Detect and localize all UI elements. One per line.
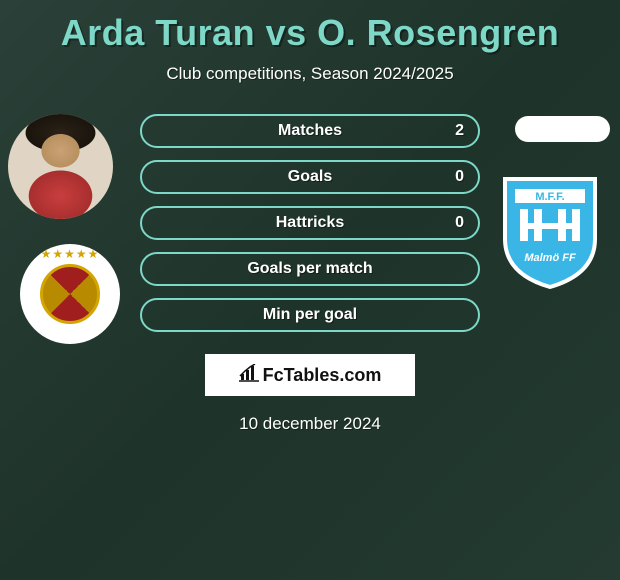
galatasaray-crest-icon: ★★★★★ bbox=[40, 264, 100, 324]
team-right-badge: M.F.F. Malmö FF bbox=[500, 169, 600, 289]
stat-row-goals-per-match: Goals per match bbox=[140, 252, 480, 286]
team-left-badge: ★★★★★ bbox=[20, 244, 120, 344]
player-left-photo-face bbox=[8, 114, 113, 219]
stat-right-value: 0 bbox=[455, 168, 464, 186]
stat-row-hattricks: Hattricks 0 bbox=[140, 206, 480, 240]
infographic-date: 10 december 2024 bbox=[10, 414, 610, 434]
stat-right-value: 0 bbox=[455, 214, 464, 232]
stat-row-matches: Matches 2 bbox=[140, 114, 480, 148]
season-subtitle: Club competitions, Season 2024/2025 bbox=[0, 64, 620, 84]
stat-label: Matches bbox=[278, 122, 342, 140]
player-left-photo bbox=[8, 114, 113, 219]
brand-text: FcTables.com bbox=[263, 365, 382, 386]
stat-label: Hattricks bbox=[276, 214, 344, 232]
brand-watermark: FcTables.com bbox=[205, 354, 415, 396]
bar-chart-icon bbox=[239, 364, 259, 387]
stat-rows: Matches 2 Goals 0 Hattricks 0 Goals per … bbox=[140, 114, 480, 332]
svg-text:M.F.F.: M.F.F. bbox=[535, 191, 564, 203]
malmo-crest-icon: M.F.F. Malmö FF bbox=[500, 169, 600, 289]
svg-text:Malmö FF: Malmö FF bbox=[524, 252, 576, 264]
stat-right-value: 2 bbox=[455, 122, 464, 140]
player-right-pill bbox=[515, 116, 610, 142]
stat-label: Goals per match bbox=[247, 260, 372, 278]
comparison-panel: ★★★★★ M.F.F. Malmö FF Matches 2 Goals bbox=[0, 114, 620, 434]
stat-label: Goals bbox=[288, 168, 332, 186]
stat-row-min-per-goal: Min per goal bbox=[140, 298, 480, 332]
stat-label: Min per goal bbox=[263, 306, 357, 324]
page-title: Arda Turan vs O. Rosengren bbox=[0, 0, 620, 54]
stat-row-goals: Goals 0 bbox=[140, 160, 480, 194]
galatasaray-stars-icon: ★★★★★ bbox=[41, 247, 100, 261]
